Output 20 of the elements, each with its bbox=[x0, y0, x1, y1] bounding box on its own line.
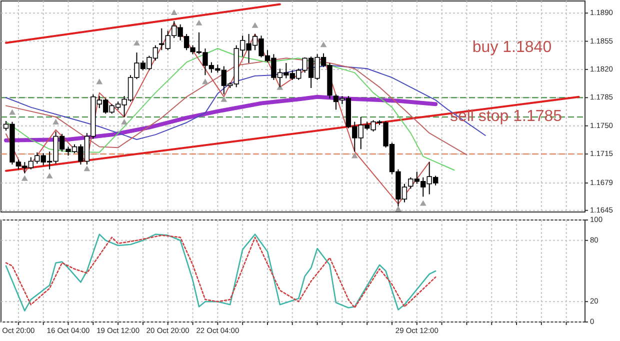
line-series bbox=[6, 22, 430, 204]
point bbox=[96, 78, 103, 84]
point bbox=[351, 152, 358, 158]
point bbox=[196, 20, 202, 26]
point bbox=[121, 118, 128, 124]
point bbox=[134, 40, 140, 46]
point bbox=[46, 172, 53, 178]
point bbox=[252, 22, 258, 28]
point bbox=[21, 175, 28, 181]
point bbox=[420, 200, 426, 206]
point bbox=[170, 9, 178, 15]
point bbox=[320, 42, 327, 48]
annotation: buy 1.1840 bbox=[472, 39, 552, 56]
point bbox=[202, 78, 208, 84]
line-series bbox=[4, 94, 438, 142]
point bbox=[52, 118, 60, 124]
point bbox=[84, 166, 90, 172]
point bbox=[9, 109, 16, 115]
point bbox=[395, 206, 402, 212]
point bbox=[220, 96, 228, 102]
